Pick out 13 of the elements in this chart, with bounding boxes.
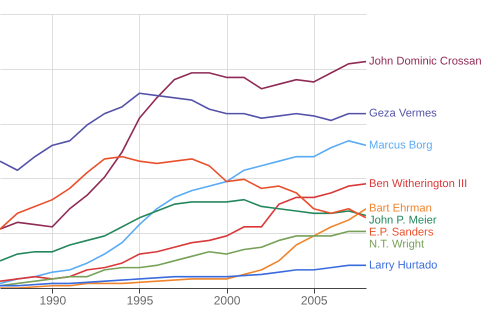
- series-label: Larry Hurtado: [369, 259, 438, 272]
- series-label: E.P. Sanders: [369, 226, 434, 239]
- x-tick-label: 1990: [39, 294, 66, 308]
- series-label: N.T. Wright: [369, 238, 426, 251]
- x-tick-label: 1995: [126, 294, 154, 308]
- x-tick-label: 2005: [300, 294, 328, 308]
- series-label: John Dominic Crossan: [369, 56, 482, 68]
- series-label: John P. Meier: [369, 214, 437, 227]
- series-label: Bart Ehrman: [369, 202, 432, 215]
- x-tick-label: 2000: [214, 294, 241, 308]
- series-label: Marcus Borg: [369, 139, 432, 152]
- series-label: Geza Vermes: [369, 108, 438, 120]
- series-label: Ben Witherington III: [369, 178, 468, 190]
